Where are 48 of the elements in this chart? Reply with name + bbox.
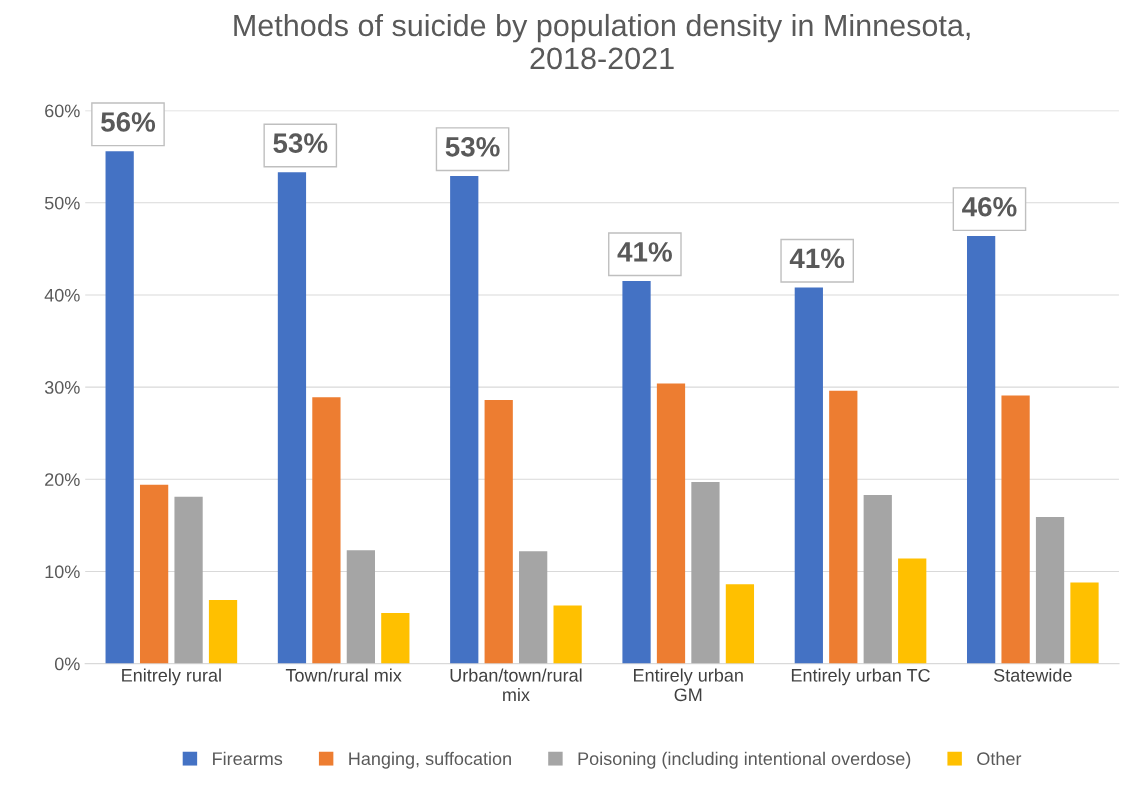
bar [1001, 395, 1030, 664]
x-tick-label: Enitrely rural [122, 668, 221, 686]
bar [346, 550, 375, 664]
bar [794, 287, 823, 664]
bar [312, 397, 341, 664]
y-tick-label: 50% [44, 196, 80, 210]
data-label: 46% [962, 196, 1017, 217]
bar [829, 390, 858, 664]
bar [967, 235, 996, 664]
bar [725, 584, 755, 664]
x-tick-label: Statewide [993, 668, 1072, 682]
bar [656, 383, 686, 664]
bar [622, 281, 651, 664]
chart-title: Methods of suicide by population density in Minnesota, 2018-2021 [234, 13, 970, 70]
bar [691, 482, 720, 664]
bar [1070, 582, 1099, 664]
data-label: 53% [445, 136, 500, 157]
y-tick-label: 10% [45, 565, 80, 579]
x-tick-label: Entirely urban GM [634, 668, 743, 702]
y-tick-label: 60% [45, 104, 80, 118]
bar [174, 496, 203, 664]
y-tick-label: 40% [44, 288, 80, 302]
bar [898, 558, 927, 664]
y-tick-label: 20% [45, 473, 80, 486]
x-tick-label: Entirely urban TC [791, 668, 930, 686]
bar [484, 400, 513, 664]
y-tick-label: 30% [44, 381, 80, 394]
data-label: 41% [789, 248, 845, 269]
bar [277, 172, 307, 664]
data-label: 56% [101, 112, 156, 132]
legend-label: Other [977, 751, 1022, 766]
data-label: 41% [617, 242, 672, 262]
bar [208, 600, 238, 664]
bar [450, 176, 479, 664]
bar [1035, 517, 1065, 664]
bar [519, 551, 548, 664]
legend-label: Firearms [213, 751, 283, 766]
bar [105, 151, 134, 664]
legend-label: Hanging, suffocation [349, 751, 511, 769]
bar [139, 484, 169, 664]
bar [553, 605, 582, 664]
x-tick-label: Town/rural mix [285, 668, 402, 682]
legend-label: Poisoning (including intentional overdose) [578, 751, 911, 769]
y-tick-label: 0% [54, 657, 80, 671]
bar [381, 612, 410, 664]
data-label: 53% [273, 133, 328, 154]
x-tick-label: Urban/town/rural mix [450, 668, 582, 701]
bar [863, 494, 892, 664]
